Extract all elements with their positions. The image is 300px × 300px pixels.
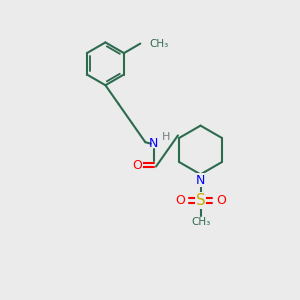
Text: CH₃: CH₃ xyxy=(191,217,210,227)
Text: H: H xyxy=(162,132,170,142)
Text: CH₃: CH₃ xyxy=(150,39,169,49)
Text: S: S xyxy=(196,193,206,208)
Text: N: N xyxy=(196,174,205,187)
Text: O: O xyxy=(175,194,185,207)
Text: N: N xyxy=(149,137,158,150)
Text: O: O xyxy=(133,159,142,172)
Text: O: O xyxy=(216,194,226,207)
